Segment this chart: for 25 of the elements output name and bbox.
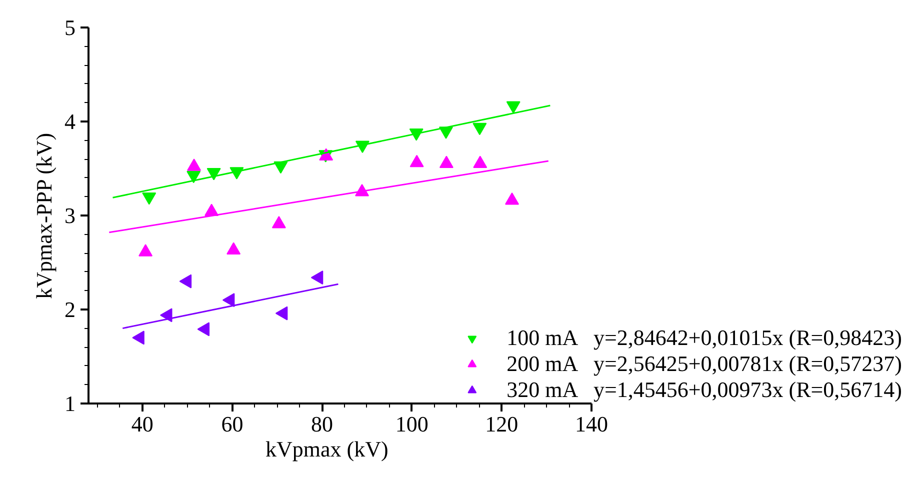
- x-tick-label: 40: [131, 412, 154, 436]
- x-tick-label: 140: [575, 412, 608, 436]
- point: [310, 270, 324, 285]
- x-tick-label: 100: [395, 412, 428, 436]
- legend-label: 100 mA y=2,84642+0,01015x (R=0,98423): [506, 325, 902, 351]
- legend-label: 320 mA y=1,45456+0,00973x (R=0,56714): [506, 377, 902, 403]
- point: [472, 122, 487, 136]
- point: [275, 306, 288, 320]
- y-axis-title: kVpmax-PPP (kV): [32, 132, 56, 299]
- point: [506, 101, 520, 114]
- y-tick-label: 4: [64, 109, 76, 134]
- y-tick-label: 3: [64, 203, 76, 228]
- point: [197, 322, 210, 336]
- point: [206, 168, 221, 180]
- point: [179, 274, 192, 288]
- y-tick-label: 2: [64, 297, 76, 322]
- x-tick-label: 120: [485, 412, 518, 436]
- point: [132, 330, 144, 345]
- point: [222, 293, 235, 308]
- x-axis-title: kVpmax (kV): [266, 436, 388, 462]
- legend-label: 200 mA y=2,56425+0,00781x (R=0,57237): [506, 351, 902, 377]
- y-tick-label: 1: [64, 391, 76, 416]
- x-tick-label: 60: [221, 412, 244, 436]
- x-tick-label: 80: [311, 412, 334, 436]
- y-tick-label: 5: [64, 15, 76, 40]
